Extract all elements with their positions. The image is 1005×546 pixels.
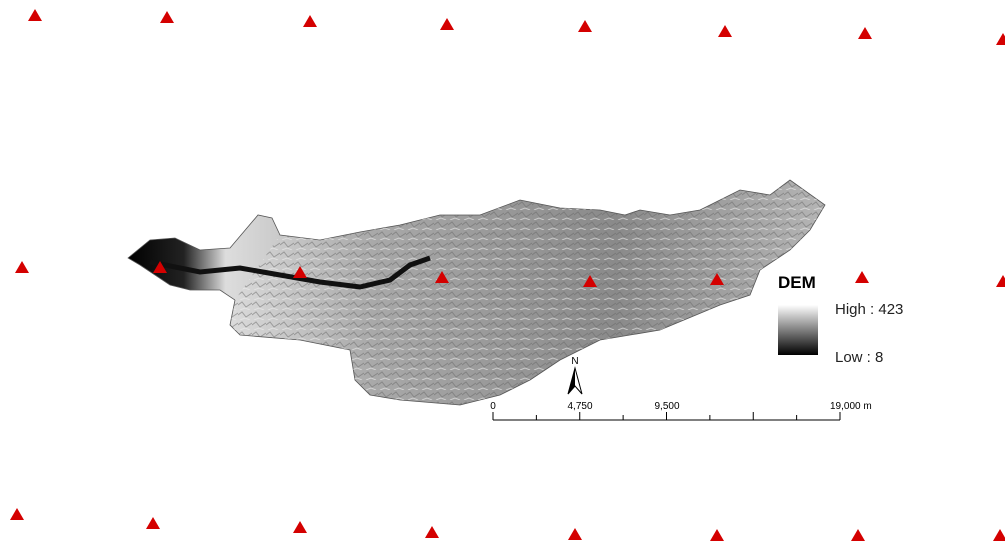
station-marker — [568, 528, 582, 540]
station-marker — [993, 529, 1005, 541]
station-marker — [425, 526, 439, 538]
legend: DEM High : 423 Low : 8 — [778, 273, 903, 366]
scale-label: 4,750 — [567, 401, 592, 412]
station-marker — [996, 33, 1005, 45]
scale-label: 9,500 — [654, 401, 679, 412]
station-marker — [710, 529, 724, 541]
scale-label: 0 — [490, 401, 496, 412]
station-marker — [10, 508, 24, 520]
station-marker — [293, 521, 307, 533]
station-marker — [858, 27, 872, 39]
station-marker — [578, 20, 592, 32]
station-marker — [15, 261, 29, 273]
legend-high: High : 423 — [835, 301, 903, 318]
legend-ramp — [778, 305, 818, 355]
station-marker — [851, 529, 865, 541]
dem-raster — [128, 180, 825, 405]
legend-low: Low : 8 — [835, 349, 883, 366]
station-marker — [28, 9, 42, 21]
dem-texture — [230, 180, 825, 405]
station-marker — [718, 25, 732, 37]
map: DEM High : 423 Low : 8 N 0 4,750 9,500 19,0… — [0, 0, 1005, 546]
station-marker — [996, 275, 1005, 287]
north-arrow: N — [568, 356, 582, 394]
scale-label: 19,000 m — [830, 401, 872, 412]
station-marker — [146, 517, 160, 529]
station-marker — [160, 11, 174, 23]
scale-bar — [493, 412, 840, 420]
north-label: N — [571, 356, 578, 367]
station-marker — [855, 271, 869, 283]
station-marker — [303, 15, 317, 27]
station-marker — [440, 18, 454, 30]
legend-title: DEM — [778, 273, 816, 292]
